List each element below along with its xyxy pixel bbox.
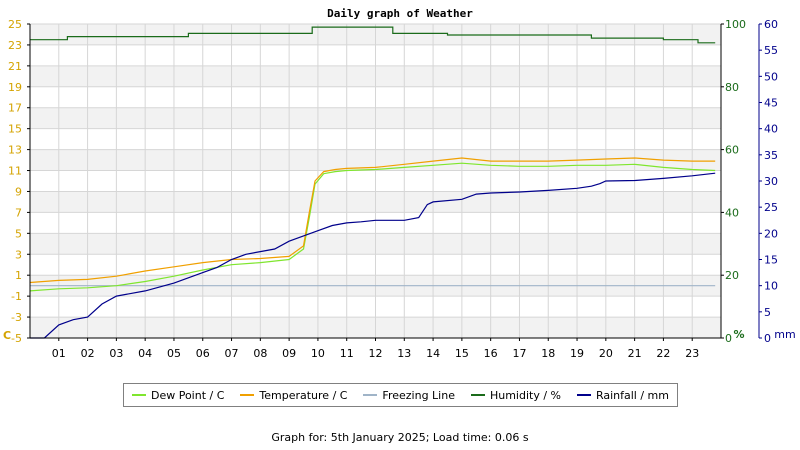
x-axis-tick-label: 23 <box>685 347 699 360</box>
left-axis-tick-label: 5 <box>15 227 22 240</box>
x-axis-tick-label: 11 <box>340 347 354 360</box>
legend-label-temperature: Temperature / C <box>259 388 348 402</box>
humidity-axis-tick-label: 0 <box>725 332 732 345</box>
rainfall-axis-tick-label: 25 <box>764 201 778 214</box>
x-axis-tick-label: 10 <box>311 347 325 360</box>
left-axis-tick-label: 19 <box>8 81 22 94</box>
x-axis-tick-label: 14 <box>426 347 440 360</box>
left-axis-tick-label: 9 <box>15 185 22 198</box>
rainfall-axis-tick-label: 55 <box>764 44 778 57</box>
x-axis-tick-label: 06 <box>196 347 210 360</box>
left-axis-tick-label: -3 <box>11 311 22 324</box>
rainfall-axis-tick-label: 40 <box>764 123 778 136</box>
x-axis-tick-label: 19 <box>570 347 584 360</box>
rainfall-axis-tick-label: 45 <box>764 97 778 110</box>
x-axis-tick-label: 05 <box>167 347 181 360</box>
rainfall-axis-tick-label: 5 <box>764 306 771 319</box>
legend-swatch-freezing-line <box>363 394 378 396</box>
x-axis-tick-label: 17 <box>512 347 526 360</box>
x-axis-tick-label: 03 <box>109 347 123 360</box>
rainfall-axis-tick-label: 0 <box>764 332 771 345</box>
left-axis-tick-label: -1 <box>11 290 22 303</box>
series-layer <box>29 26 716 339</box>
series-line-temperature-c <box>29 157 716 284</box>
x-axis-tick-label: 21 <box>628 347 642 360</box>
legend-item-freezing-line: Freezing Line <box>363 389 455 402</box>
left-axis-tick-label: 25 <box>8 18 22 31</box>
legend-item-dew-point: Dew Point / C <box>131 388 225 402</box>
legend-item-humidity: Humidity / % <box>470 388 561 402</box>
legend-swatch-temperature <box>240 394 255 396</box>
x-axis-tick-label: 15 <box>455 347 469 360</box>
x-axis-tick-label: 07 <box>225 347 239 360</box>
x-axis-tick-label: 02 <box>81 347 95 360</box>
x-axis-tick-label: 01 <box>52 347 66 360</box>
x-axis-tick-label: 18 <box>541 347 555 360</box>
series-line-dew-point-c <box>29 162 716 292</box>
rainfall-axis-tick-label: 50 <box>764 70 778 83</box>
x-axis-tick-label: 09 <box>282 347 296 360</box>
x-axis-tick-label: 08 <box>253 347 267 360</box>
x-axis-tick-label: 04 <box>138 347 152 360</box>
rainfall-axis-tick-label: 60 <box>764 18 778 31</box>
x-axis-tick-label: 20 <box>599 347 613 360</box>
legend-label-dew-point: Dew Point / C <box>150 388 225 402</box>
left-axis-tick-label: 1 <box>15 269 22 282</box>
left-axis-tick-label: 13 <box>8 144 22 157</box>
rainfall-axis-tick-label: 35 <box>764 149 778 162</box>
rainfall-axis-tick-label: 30 <box>764 175 778 188</box>
rainfall-axis-tick-label: 15 <box>764 254 778 267</box>
legend-swatch-rainfall <box>576 394 591 396</box>
humidity-axis-unit-label: % <box>733 328 744 341</box>
x-axis-tick-label: 12 <box>369 347 383 360</box>
series-line-humidity <box>30 26 716 44</box>
legend-item-rainfall: Rainfall / mm <box>576 388 669 402</box>
graph-footer: Graph for: 5th January 2025; Load time: … <box>271 431 529 444</box>
left-axis-tick-label: 21 <box>8 60 22 73</box>
x-axis-tick-label: 16 <box>484 347 498 360</box>
humidity-axis-tick-label: 100 <box>725 18 746 31</box>
left-axis-tick-label: 7 <box>15 206 22 219</box>
rainfall-axis-tick-label: 10 <box>764 280 778 293</box>
legend-item-temperature: Temperature / C <box>240 389 347 402</box>
legend-label-humidity: Humidity / % <box>489 388 561 402</box>
left-axis-tick-label: -5 <box>11 332 22 345</box>
rainfall-axis-unit-label: mm <box>774 328 795 341</box>
weather-chart: -5-3-11357911131517192123250204060801000… <box>3 7 796 360</box>
legend-swatch-humidity <box>470 394 485 396</box>
x-axis-tick-label: 22 <box>656 347 670 360</box>
left-axis-tick-label: 15 <box>8 123 22 136</box>
axes-layer: -5-3-11357911131517192123250204060801000… <box>8 18 778 360</box>
legend-swatch-dew-point <box>131 394 146 396</box>
humidity-axis-tick-label: 60 <box>725 144 739 157</box>
legend-label-freezing-line: Freezing Line <box>382 388 455 402</box>
humidity-axis-tick-label: 40 <box>725 206 739 219</box>
chart-title: Daily graph of Weather <box>327 7 473 20</box>
rainfall-axis-tick-label: 20 <box>764 227 778 240</box>
left-axis-unit-label: C <box>3 329 11 342</box>
x-axis-tick-label: 13 <box>397 347 411 360</box>
series-line-rainfall-mm <box>30 172 716 339</box>
left-axis-tick-label: 3 <box>15 248 22 261</box>
legend-label-rainfall: Rainfall / mm <box>595 388 669 402</box>
left-axis-tick-label: 11 <box>8 165 22 178</box>
legend: Dew Point / C Temperature / C Freezing L… <box>123 383 678 407</box>
left-axis-tick-label: 17 <box>8 102 22 115</box>
humidity-axis-tick-label: 80 <box>725 81 739 94</box>
humidity-axis-tick-label: 20 <box>725 269 739 282</box>
left-axis-tick-label: 23 <box>8 39 22 52</box>
